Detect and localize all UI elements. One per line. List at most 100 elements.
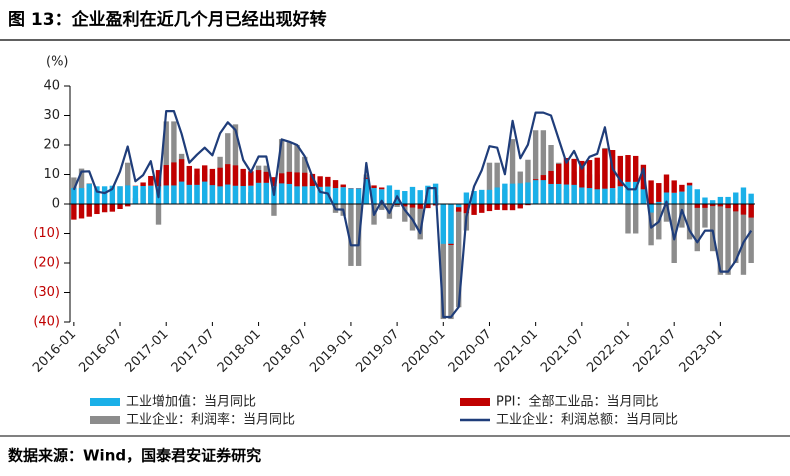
bar [717, 204, 724, 275]
stacked-bar [232, 165, 239, 186]
stacked-bar [386, 185, 393, 204]
stacked-bar [379, 187, 385, 190]
stacked-bar [717, 196, 724, 204]
stacked-bar [479, 189, 485, 204]
stacked-bar [140, 182, 146, 187]
stacked-bar [509, 183, 516, 204]
x-tick-label: 2018-07 [261, 327, 310, 376]
stacked-bar [217, 186, 223, 204]
stacked-bar [209, 185, 216, 204]
stacked-bar [725, 196, 731, 204]
bar [125, 162, 131, 204]
legend-swatch [90, 398, 120, 406]
stacked-bar [94, 186, 100, 204]
stacked-bar [355, 188, 362, 204]
stacked-bar [317, 176, 323, 187]
legend-label: 工业企业：利润率：当月同比 [126, 412, 295, 428]
stacked-bar [294, 172, 300, 187]
stacked-bar [517, 204, 523, 209]
legend-label: PPI：全部工业品：当月同比 [496, 394, 659, 410]
stacked-bar [332, 180, 339, 189]
stacked-bar [663, 174, 670, 193]
stacked-bar [109, 185, 116, 204]
stacked-bar [248, 185, 254, 204]
stacked-bar [702, 197, 708, 204]
stacked-bar [548, 183, 554, 204]
stacked-bar [201, 181, 208, 204]
y-tick-label: 20 [43, 138, 60, 153]
stacked-bar [186, 184, 192, 204]
stacked-bar [733, 192, 739, 204]
stacked-bar [748, 204, 754, 218]
bar [402, 204, 408, 222]
stacked-bar [548, 170, 554, 184]
bar [394, 204, 400, 207]
stacked-bar [209, 168, 216, 186]
bar [733, 204, 739, 263]
stacked-bar [348, 188, 354, 204]
stacked-bar [263, 182, 269, 204]
stacked-bar [340, 184, 346, 188]
legend-label: 工业增加值：当月同比 [126, 394, 256, 410]
stacked-bar [171, 162, 177, 186]
stacked-bar [217, 167, 223, 187]
stacked-bar [740, 187, 747, 204]
bar [440, 204, 446, 320]
y-tick-label: 40 [43, 79, 60, 94]
y-tick-label: 30 [43, 108, 60, 123]
stacked-bar [78, 204, 85, 219]
stacked-bar [225, 184, 231, 204]
bar [633, 204, 639, 234]
stacked-bar [671, 180, 677, 193]
stacked-bar [725, 204, 731, 209]
stacked-bar [594, 157, 600, 190]
stacked-bar [78, 188, 85, 204]
line [72, 110, 753, 319]
stacked-bar [540, 175, 547, 181]
stacked-bar [379, 189, 385, 204]
bar [278, 139, 285, 204]
stacked-bar [363, 177, 370, 179]
y-tick-label: (10) [33, 226, 60, 241]
stacked-bar [563, 157, 570, 185]
bar [78, 168, 85, 204]
stacked-bar [140, 186, 146, 204]
stacked-bar [663, 192, 670, 204]
stacked-bar [455, 204, 462, 208]
stacked-bar [286, 183, 293, 204]
stacked-bar [709, 200, 716, 204]
bar [525, 159, 531, 204]
stacked-bar [101, 186, 108, 204]
stacked-bar [201, 165, 208, 182]
stacked-bar [425, 185, 431, 204]
stacked-bar [417, 190, 423, 204]
bar [417, 204, 423, 240]
stacked-bar [694, 189, 700, 204]
stacked-bar [109, 204, 116, 212]
stacked-bar [617, 155, 624, 187]
bar [379, 204, 385, 210]
stacked-bar [502, 183, 508, 204]
stacked-bar [440, 204, 446, 244]
stacked-bar [263, 171, 269, 183]
stacked-bar [471, 191, 477, 204]
stacked-bar [679, 184, 685, 192]
stacked-bar [86, 183, 92, 204]
stacked-bar [602, 148, 608, 189]
stacked-bar [686, 182, 693, 186]
stacked-bar [425, 204, 431, 209]
stacked-bar [163, 185, 169, 204]
stacked-bar [509, 204, 516, 211]
stacked-bar [486, 189, 493, 204]
stacked-bar [148, 185, 154, 204]
stacked-bar [640, 189, 647, 204]
bar [163, 121, 169, 204]
x-tick-label: 2022-01 [584, 327, 633, 376]
stacked-bar [679, 191, 685, 204]
bar [709, 204, 716, 252]
x-tick-label: 2021-07 [538, 327, 587, 376]
stacked-bar [371, 185, 377, 189]
stacked-bar [101, 204, 108, 213]
stacked-bar [571, 184, 577, 204]
